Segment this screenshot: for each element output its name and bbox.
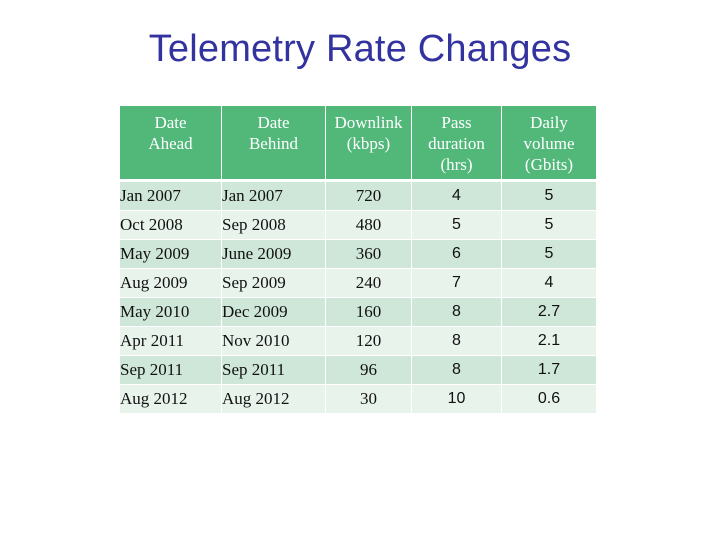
cell-date-behind: Sep 2009	[222, 269, 326, 298]
cell-daily-volume: 5	[502, 211, 596, 240]
header-date-behind: Date Behind	[222, 106, 326, 182]
cell-pass-duration: 5	[412, 211, 502, 240]
cell-date-ahead: May 2009	[120, 240, 222, 269]
header-date-ahead: Date Ahead	[120, 106, 222, 182]
header-pass-duration: Pass duration (hrs)	[412, 106, 502, 182]
table-row: Aug 2012 Aug 2012 30 10 0.6	[120, 385, 596, 414]
cell-downlink: 480	[326, 211, 412, 240]
cell-daily-volume: 4	[502, 269, 596, 298]
cell-date-ahead: Aug 2012	[120, 385, 222, 414]
cell-date-behind: Jan 2007	[222, 182, 326, 211]
table-row: Aug 2009 Sep 2009 240 7 4	[120, 269, 596, 298]
table-row: Oct 2008 Sep 2008 480 5 5	[120, 211, 596, 240]
table-header-row: Date Ahead Date Behind Downlink (kbps) P…	[120, 106, 596, 182]
cell-date-ahead: Jan 2007	[120, 182, 222, 211]
cell-date-ahead: Apr 2011	[120, 327, 222, 356]
cell-downlink: 720	[326, 182, 412, 211]
cell-date-behind: Aug 2012	[222, 385, 326, 414]
cell-date-behind: June 2009	[222, 240, 326, 269]
cell-downlink: 240	[326, 269, 412, 298]
cell-daily-volume: 2.1	[502, 327, 596, 356]
cell-downlink: 360	[326, 240, 412, 269]
cell-daily-volume: 5	[502, 182, 596, 211]
telemetry-rate-table: Date Ahead Date Behind Downlink (kbps) P…	[120, 106, 596, 414]
cell-downlink: 120	[326, 327, 412, 356]
header-downlink: Downlink (kbps)	[326, 106, 412, 182]
header-daily-volume: Daily volume (Gbits)	[502, 106, 596, 182]
cell-pass-duration: 10	[412, 385, 502, 414]
cell-date-ahead: Sep 2011	[120, 356, 222, 385]
cell-pass-duration: 4	[412, 182, 502, 211]
cell-daily-volume: 1.7	[502, 356, 596, 385]
cell-date-ahead: Aug 2009	[120, 269, 222, 298]
cell-date-ahead: Oct 2008	[120, 211, 222, 240]
cell-pass-duration: 7	[412, 269, 502, 298]
cell-downlink: 96	[326, 356, 412, 385]
table-row: Sep 2011 Sep 2011 96 8 1.7	[120, 356, 596, 385]
cell-daily-volume: 5	[502, 240, 596, 269]
cell-date-behind: Dec 2009	[222, 298, 326, 327]
cell-pass-duration: 6	[412, 240, 502, 269]
cell-pass-duration: 8	[412, 298, 502, 327]
cell-downlink: 30	[326, 385, 412, 414]
table-row: Jan 2007 Jan 2007 720 4 5	[120, 182, 596, 211]
table-row: Apr 2011 Nov 2010 120 8 2.1	[120, 327, 596, 356]
cell-downlink: 160	[326, 298, 412, 327]
cell-daily-volume: 0.6	[502, 385, 596, 414]
slide-title: Telemetry Rate Changes	[148, 28, 572, 70]
cell-pass-duration: 8	[412, 327, 502, 356]
table-row: May 2009 June 2009 360 6 5	[120, 240, 596, 269]
cell-date-behind: Nov 2010	[222, 327, 326, 356]
table-row: May 2010 Dec 2009 160 8 2.7	[120, 298, 596, 327]
cell-daily-volume: 2.7	[502, 298, 596, 327]
cell-date-behind: Sep 2011	[222, 356, 326, 385]
cell-date-behind: Sep 2008	[222, 211, 326, 240]
cell-date-ahead: May 2010	[120, 298, 222, 327]
cell-pass-duration: 8	[412, 356, 502, 385]
